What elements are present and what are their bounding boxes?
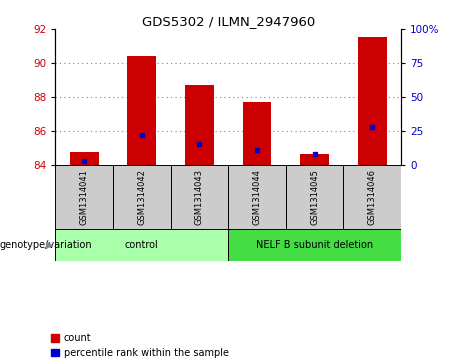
Bar — [300, 154, 329, 164]
Text: GSM1314043: GSM1314043 — [195, 169, 204, 225]
Bar — [113, 164, 171, 229]
Text: GSM1314045: GSM1314045 — [310, 169, 319, 225]
Bar — [286, 164, 343, 229]
Bar — [55, 164, 113, 229]
Text: control: control — [125, 240, 159, 250]
Bar — [127, 56, 156, 164]
Bar — [55, 229, 228, 261]
Legend: count, percentile rank within the sample: count, percentile rank within the sample — [51, 333, 229, 358]
Text: GSM1314044: GSM1314044 — [253, 169, 261, 225]
Bar — [242, 102, 272, 164]
Title: GDS5302 / ILMN_2947960: GDS5302 / ILMN_2947960 — [142, 15, 315, 28]
Text: NELF B subunit deletion: NELF B subunit deletion — [256, 240, 373, 250]
Text: genotype/variation: genotype/variation — [0, 240, 93, 250]
Bar — [358, 37, 387, 164]
Bar — [70, 152, 99, 164]
Text: GSM1314041: GSM1314041 — [80, 169, 89, 225]
Text: GSM1314042: GSM1314042 — [137, 169, 146, 225]
Text: GSM1314046: GSM1314046 — [368, 169, 377, 225]
Bar — [228, 164, 286, 229]
Bar — [228, 229, 401, 261]
Text: ▶: ▶ — [46, 240, 53, 250]
Bar — [171, 164, 228, 229]
Bar — [343, 164, 401, 229]
Bar — [185, 85, 214, 164]
